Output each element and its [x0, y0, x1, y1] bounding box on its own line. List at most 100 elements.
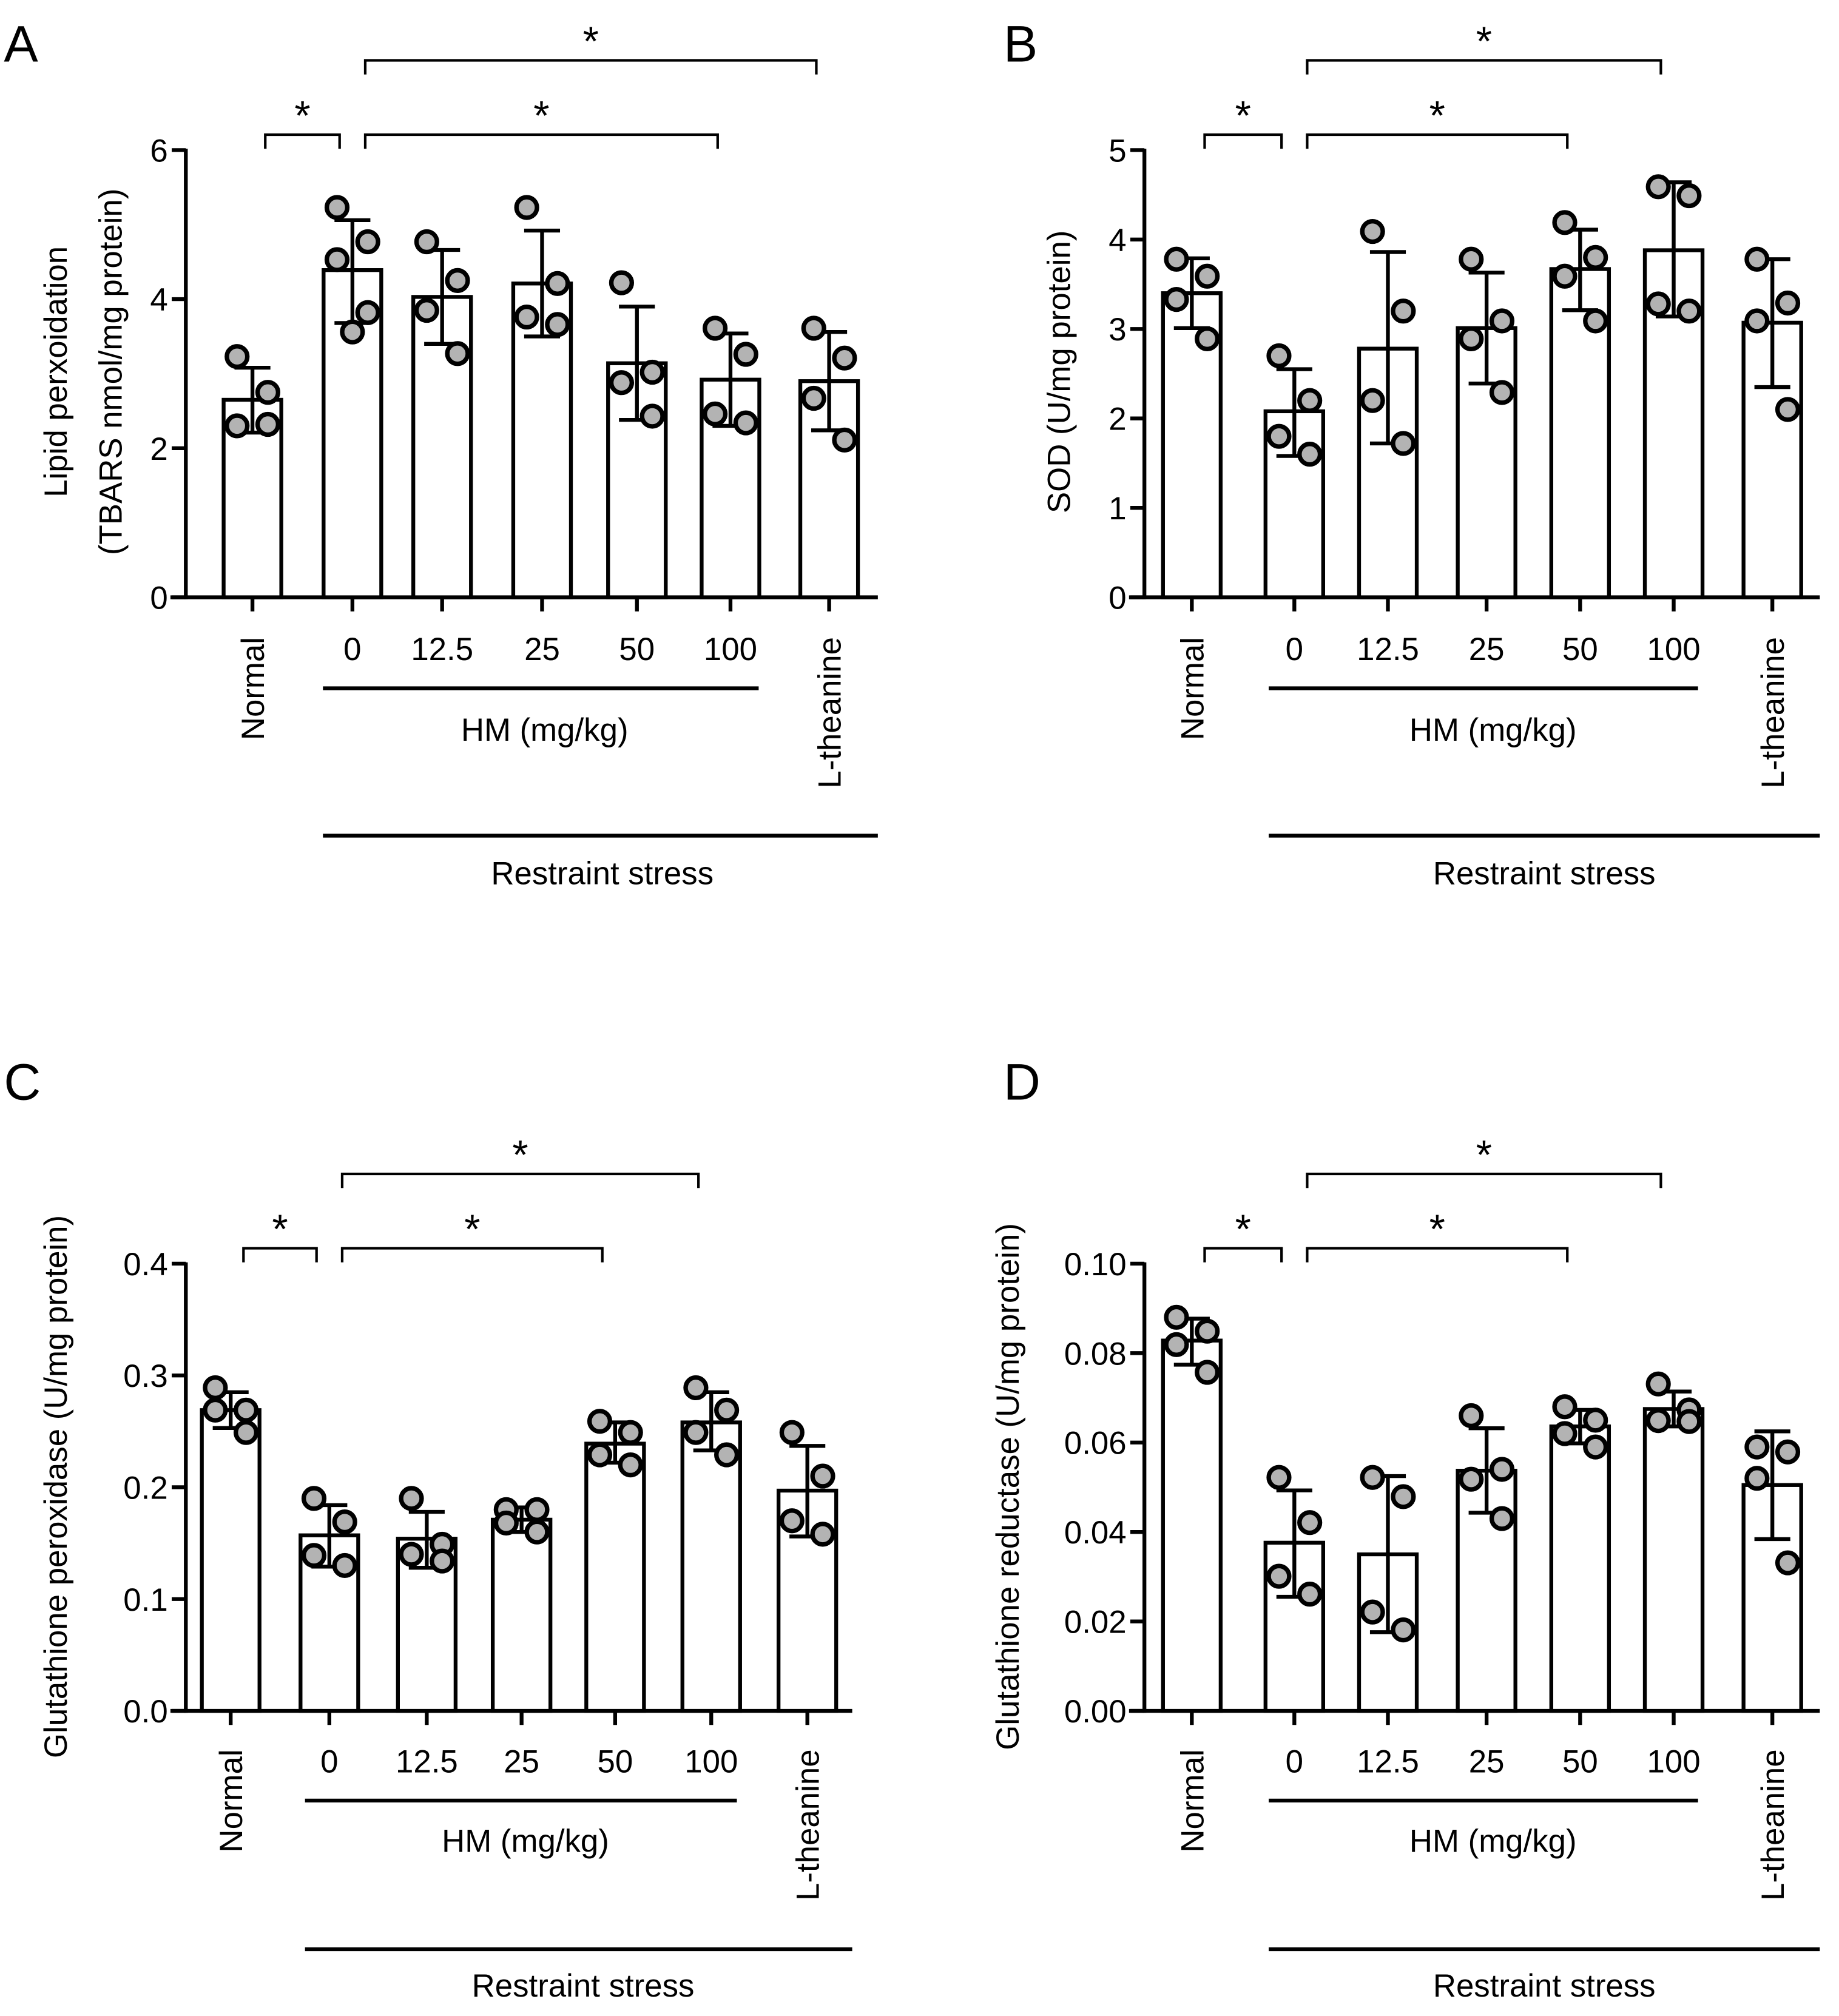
bar: [1549, 1424, 1611, 1713]
data-point: [545, 271, 570, 296]
data-point: [1744, 246, 1770, 272]
data-point: [255, 380, 281, 405]
group-label-hm: HM (mg/kg): [461, 712, 629, 748]
data-point: [703, 315, 728, 341]
panel-label: C: [4, 1054, 41, 1111]
data-point: [224, 344, 250, 369]
group-label-hm: HM (mg/kg): [442, 1823, 609, 1859]
bar: [680, 1420, 742, 1713]
bar: [1161, 1338, 1223, 1713]
x-tick-label: L-theanine: [791, 1749, 826, 1901]
significance-bracket: [363, 133, 719, 149]
x-tick-label: Normal: [214, 1749, 249, 1852]
data-point: [1645, 1371, 1671, 1397]
significance-bracket: [1306, 1247, 1569, 1263]
data-point: [301, 1543, 327, 1568]
data-point: [1489, 1457, 1515, 1482]
y-tick-label: 1: [1108, 491, 1126, 527]
data-point: [1164, 287, 1189, 312]
x-tick-label: Normal: [1175, 637, 1210, 740]
data-point: [703, 401, 728, 426]
data-point: [733, 410, 758, 436]
group-label-stress: Restraint stress: [1433, 856, 1656, 892]
data-point: [1459, 1466, 1484, 1492]
x-tick-label: 25: [504, 1744, 539, 1779]
data-point: [1195, 1360, 1220, 1385]
y-tick-label: 0.4: [123, 1247, 167, 1283]
data-point: [332, 1509, 357, 1535]
data-point: [524, 1497, 550, 1522]
data-point: [1266, 1465, 1292, 1490]
data-point: [1645, 174, 1671, 200]
data-point: [233, 1397, 259, 1423]
y-tick-label: 4: [150, 282, 167, 318]
data-point: [324, 195, 350, 220]
x-tick-label: 100: [704, 632, 757, 667]
group-label-stress: Restraint stress: [1433, 1968, 1656, 2004]
data-point: [493, 1510, 519, 1536]
x-tick-label: 0: [343, 632, 361, 667]
y-tick-label: 2: [1108, 402, 1126, 437]
x-tick-label: 100: [1647, 1744, 1700, 1779]
data-point: [1164, 1304, 1189, 1330]
data-point: [1459, 1403, 1484, 1429]
data-point: [1552, 1394, 1577, 1420]
data-point: [1297, 388, 1323, 413]
data-point: [714, 1397, 740, 1423]
data-point: [779, 1420, 805, 1445]
y-tick-label: 3: [1108, 312, 1126, 348]
data-point: [733, 342, 758, 367]
y-tick-label: 0.0: [123, 1694, 167, 1730]
y-tick-label: 6: [150, 133, 167, 169]
significance-bracket: [1306, 59, 1662, 75]
data-point: [1645, 291, 1671, 317]
panel-c: C Glutathione peroxidase (U/mg protein) 0.…: [4, 1054, 852, 2004]
data-point: [414, 297, 439, 323]
data-point: [1583, 1407, 1608, 1433]
data-point: [1266, 343, 1292, 369]
group-label-stress: Restraint stress: [491, 856, 714, 892]
data-point: [1583, 308, 1608, 334]
data-point: [1360, 388, 1385, 413]
data-point: [1552, 1421, 1577, 1446]
x-tick-label: 0: [1286, 632, 1303, 667]
data-point: [1195, 1318, 1220, 1344]
data-point: [301, 1486, 327, 1511]
x-tick-label: 100: [1647, 632, 1700, 667]
data-point: [1164, 246, 1189, 272]
data-point: [801, 315, 826, 341]
data-point: [340, 319, 365, 345]
significance-star: *: [583, 19, 599, 64]
y-axis-label: (TBARS nmol/mg protein): [93, 189, 129, 555]
data-point: [714, 1442, 740, 1468]
data-point: [618, 1452, 643, 1478]
significance-star: *: [294, 93, 310, 139]
data-point: [514, 195, 539, 220]
data-point: [1459, 246, 1484, 272]
y-tick-label: 2: [150, 431, 167, 467]
data-point: [1360, 218, 1385, 244]
data-point: [1297, 1582, 1323, 1607]
x-tick-label: 25: [1469, 632, 1505, 667]
group-label-hm: HM (mg/kg): [1409, 712, 1577, 748]
data-point: [1266, 1563, 1292, 1589]
data-point: [430, 1548, 455, 1574]
group-label-stress: Restraint stress: [472, 1968, 695, 2004]
data-point: [1676, 298, 1702, 324]
bar: [490, 1517, 553, 1713]
bar: [606, 361, 668, 599]
bar: [1642, 1407, 1705, 1713]
y-tick-label: 0.00: [1064, 1694, 1127, 1730]
data-point: [609, 270, 635, 295]
data-point: [1775, 397, 1801, 422]
data-point: [414, 229, 439, 255]
data-point: [1744, 308, 1770, 334]
data-point: [1676, 1409, 1702, 1434]
y-axis-label: Glutathione peroxidase (U/mg protein): [38, 1215, 74, 1758]
panel-b: B SOD (U/mg protein) 0 1 2 3 4 5 Normal 0 12.5 25 50…: [1004, 16, 1820, 892]
significance-bracket: [242, 1247, 318, 1263]
y-axis-label: SOD (U/mg protein): [1042, 231, 1078, 513]
panel-d: D Glutathione reductase (U/mg protein) 0.0…: [990, 1054, 1820, 2004]
data-point: [1360, 1465, 1385, 1490]
